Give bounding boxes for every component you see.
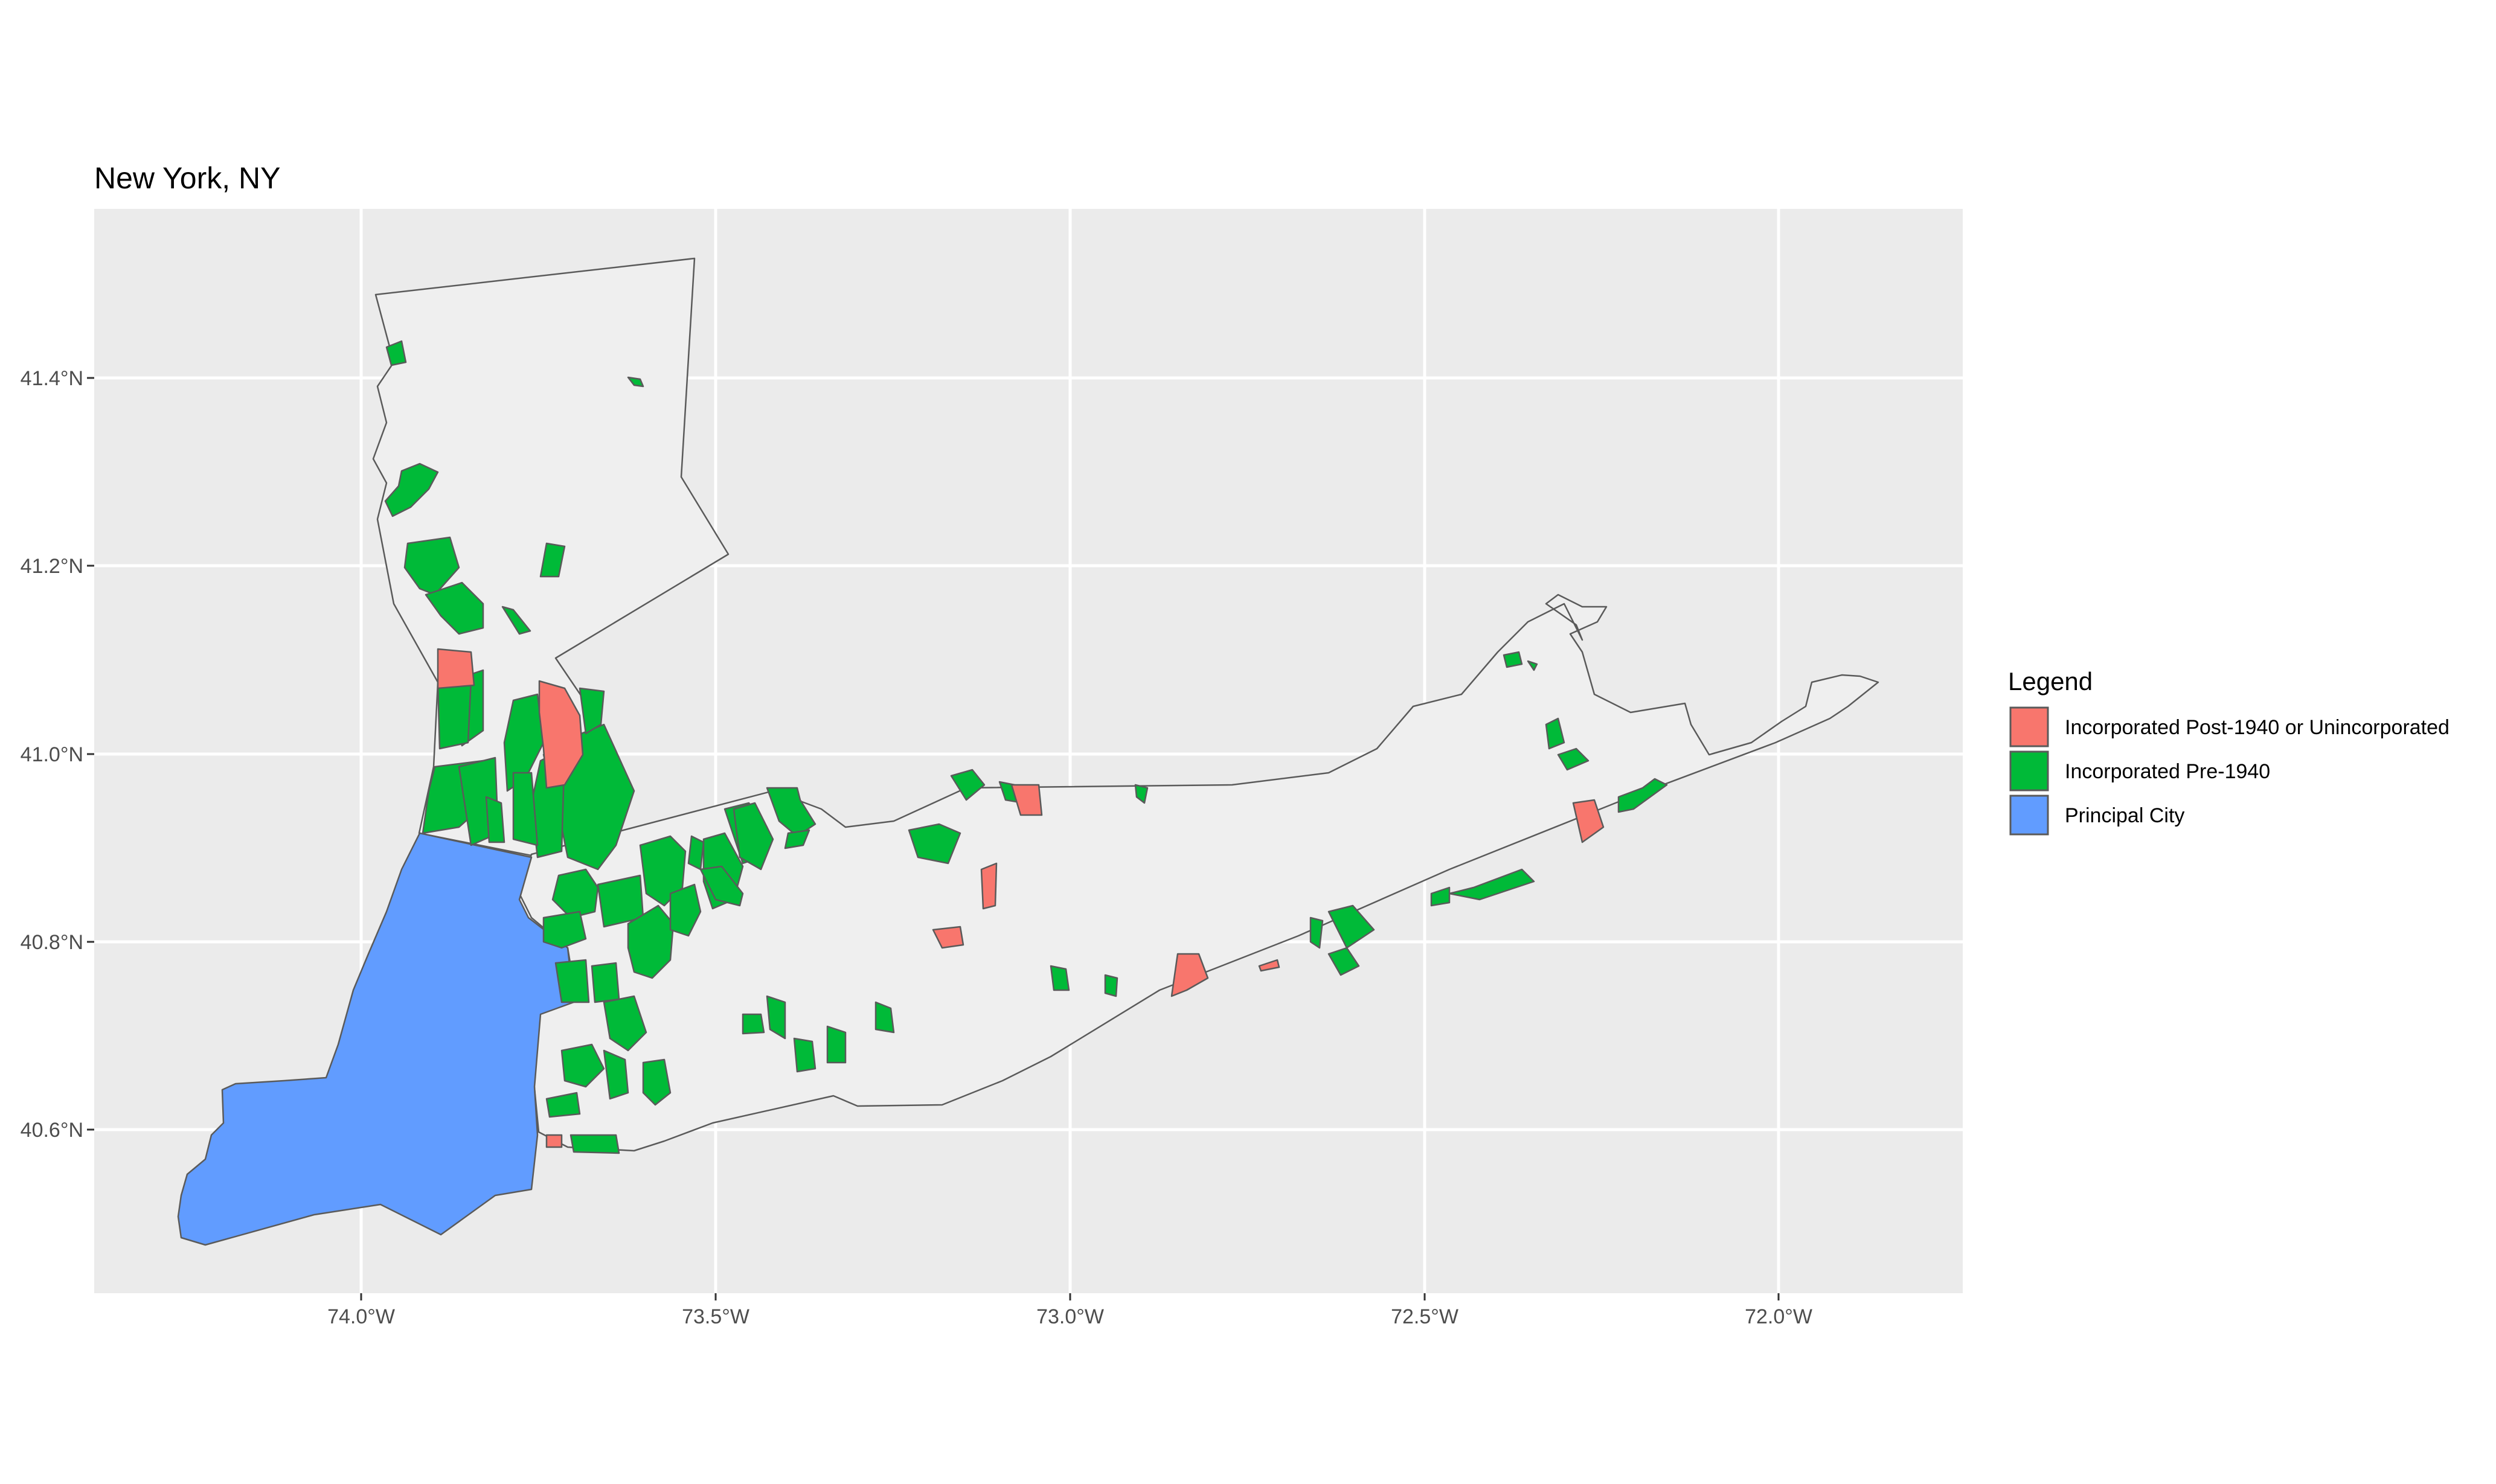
legend: Legend Incorporated Post-1940 or Unincor…: [2008, 667, 2449, 836]
pre-1940-region-newburgh: [385, 340, 407, 366]
pre-1940-region-northport: [766, 995, 786, 1040]
pre-1940-region-tarrytown: [425, 581, 484, 635]
pre-1940-region-mt-kisco: [539, 542, 566, 578]
principal-city-regions: [177, 832, 575, 1246]
pre-1940-region-lloyd-harbor: [742, 1013, 765, 1035]
post-1940-region-atlantic-beach: [545, 1134, 563, 1148]
long-island-outline: [518, 593, 1879, 1152]
x-tick-label: 73.0°W: [1036, 1305, 1104, 1328]
pre-1940-region-peekskill-north: [627, 376, 644, 388]
post-1940-region-fire-island: [1258, 959, 1280, 972]
pre-1940-region-hempstead: [627, 904, 675, 979]
pre-1940-region-southampton: [1327, 947, 1360, 976]
pre-1940-region-patchogue: [1104, 974, 1118, 997]
x-tick-label: 72.0°W: [1745, 1305, 1812, 1328]
pre-1940-region-shelter-island: [1527, 660, 1538, 671]
pre-1940-region-chappaqua: [501, 606, 531, 635]
pre-1940-region-westbury: [669, 883, 702, 937]
pre-1940-region-bellport: [1309, 916, 1324, 949]
legend-label-pre-1940: Incorporated Pre-1940: [2065, 760, 2270, 783]
post-1940-region-croton: [437, 648, 475, 689]
x-axis-labels: 74.0°W 73.5°W 73.0°W 72.5°W 72.0°W: [327, 1305, 1812, 1328]
pre-1940-region-babylon: [793, 1037, 816, 1073]
pre-1940-region-hastings: [485, 796, 505, 843]
legend-label-post-1940: Incorporated Post-1940 or Unincorporated: [2065, 716, 2449, 739]
pre-1940-region-long-beach: [569, 1134, 620, 1154]
pre-1940-region-island-park: [545, 1092, 581, 1118]
pre-1940-region-head-of-harbor: [1134, 784, 1149, 804]
pre-1940-region-sag-harbor: [1545, 717, 1565, 750]
legend-swatch-principal-city: [2009, 795, 2049, 836]
pre-1940-region-valley-stream: [554, 959, 590, 1003]
post-1940-region-centereach: [932, 926, 964, 949]
pre-1940-region-dobbs-ferry: [437, 678, 472, 750]
pre-1940-region-bayville: [784, 829, 810, 849]
pre-1940-region-amityville: [826, 1025, 847, 1064]
principal-city-region: [177, 832, 575, 1246]
post-1940-region-miller-place: [1010, 784, 1043, 816]
pre-1940-region-westhampton: [1448, 868, 1535, 901]
pre-1940-regions: [384, 340, 1668, 1154]
legend-title: Legend: [2008, 667, 2093, 696]
pre-1940-region-port-jefferson: [950, 769, 986, 801]
y-axis-labels: 40.6°N 40.8°N 41.0°N 41.2°N 41.4°N: [21, 367, 83, 1142]
x-tick-label: 73.5°W: [682, 1305, 749, 1328]
y-tick-label: 41.0°N: [21, 743, 83, 766]
pre-1940-region-quogue: [1327, 904, 1375, 949]
pre-1940-region-valhalla: [579, 687, 605, 735]
pre-1940-region-east-hampton: [1617, 778, 1668, 813]
post-1940-regions: [437, 648, 1605, 1148]
legend-label-principal-city: Principal City: [2065, 804, 2184, 827]
pre-1940-region-port-chester: [512, 772, 539, 846]
y-tick-label: 40.6°N: [21, 1119, 83, 1142]
pre-1940-region-rockville-centre: [603, 995, 647, 1052]
post-1940-region-brookhaven: [980, 862, 998, 910]
legend-swatch-pre-1940: [2009, 750, 2049, 792]
pre-1940-region-massapequa: [642, 1058, 672, 1106]
pre-1940-region-lindenhurst: [874, 1001, 895, 1034]
pre-1940-region-sayville: [1050, 965, 1070, 991]
pre-1940-region-kings-point: [687, 835, 705, 871]
y-tick-label: 40.8°N: [21, 931, 83, 954]
axis-ticks: [87, 377, 1780, 1300]
pre-1940-region-greenport: [1503, 651, 1523, 668]
x-tick-label: 74.0°W: [327, 1305, 395, 1328]
legend-swatch-post-1940: [2009, 706, 2049, 747]
map-title: New York, NY: [94, 161, 280, 195]
pre-1940-region-north-haven: [1557, 747, 1590, 771]
post-1940-region-calverton: [1170, 953, 1209, 997]
post-1940-region-new-castle: [538, 680, 584, 789]
x-tick-label: 72.5°W: [1391, 1305, 1458, 1328]
pre-1940-region-sea-cliff: [699, 865, 744, 907]
pre-1940-region-smithtown: [908, 823, 961, 865]
pre-1940-region-oyster-bay: [766, 787, 816, 837]
pre-1940-region-floral-park: [542, 910, 587, 949]
pre-1940-region-huntington-north: [733, 802, 774, 871]
pre-1940-region-baldwin: [603, 1049, 629, 1100]
pre-1940-region-lynbrook: [591, 962, 620, 1003]
pre-1940-region-east-quogue: [1430, 886, 1451, 907]
y-tick-label: 41.2°N: [21, 555, 83, 578]
pre-1940-region-freeport: [560, 1043, 605, 1088]
pre-1940-region-great-neck: [639, 835, 687, 907]
y-tick-label: 41.4°N: [21, 367, 83, 390]
post-1940-region-shinnecock: [1572, 799, 1605, 843]
pre-1940-region-ossining-north: [384, 462, 439, 517]
pre-1940-region-garden-city: [551, 868, 599, 919]
